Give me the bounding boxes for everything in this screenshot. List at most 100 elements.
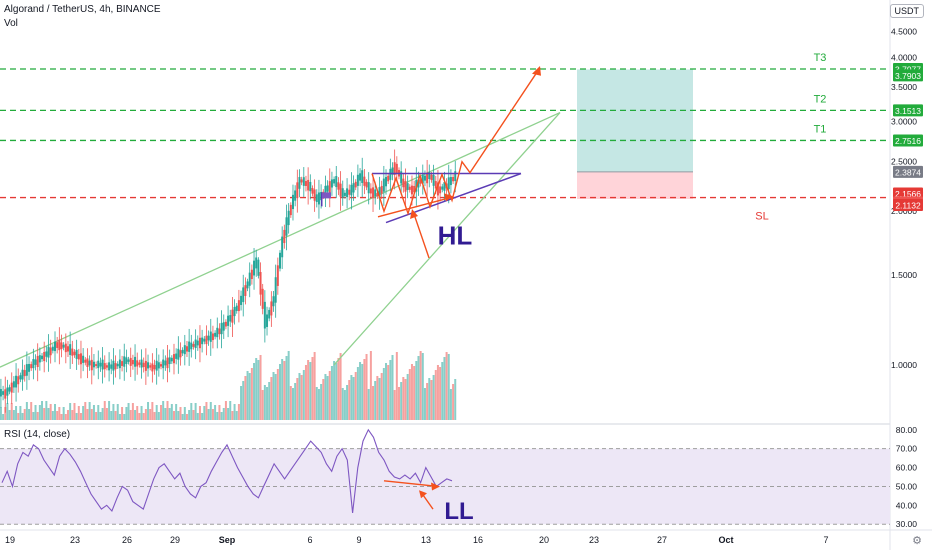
price-badge-text-1: 2.3874 [895,167,921,177]
candle-body [389,168,392,180]
candle-body [354,181,357,188]
price-badge-text-2: 2.1566 [895,189,921,199]
candle-body [378,187,381,199]
candle-body [79,353,82,365]
candle-body [140,359,143,368]
flag-icon[interactable] [321,192,323,207]
candle-body [263,301,266,329]
candle-body [147,362,150,369]
volume-bar [432,375,435,420]
projection-zigzag[interactable] [371,67,541,216]
volume-bar [449,389,452,420]
volume-bar [6,403,9,420]
volume-bar [172,411,175,420]
volume-bar [36,412,39,420]
candle-body [400,171,403,184]
date-tick-5: 6 [307,535,312,545]
volume-bar [30,402,33,420]
volume-bar [222,408,225,420]
volume-bar [452,384,455,420]
gear-icon[interactable]: ⚙ [912,535,922,547]
candle-body [454,171,457,182]
volume-bar [389,360,392,420]
volume-bar [428,378,431,420]
volume-bar [82,406,85,420]
volume-bar [289,386,292,420]
candle-body [393,162,396,176]
candle-body [51,346,54,351]
volume-bar [103,401,106,420]
candle-body [175,353,178,359]
risk-zone[interactable] [577,171,693,199]
volume-bar [359,362,362,420]
volume-bar [66,410,69,420]
rsi-lower-lows-line[interactable] [383,480,439,488]
volume-bar [281,359,284,420]
volume-bar [369,351,372,420]
candle-body [99,362,102,367]
volume-bar [335,363,338,420]
volume-bar [140,406,143,420]
volume-bar [54,404,57,420]
candle-body [60,342,63,350]
candle-body [434,181,437,189]
volume-bar [372,386,375,420]
candle-body [10,382,13,393]
currency-badge[interactable]: USDT [889,4,924,18]
triangle-bottom[interactable] [385,172,522,224]
candle-body [346,188,349,198]
volume-bar [419,351,422,420]
rsi-line[interactable] [1,428,453,513]
candle-body [214,332,217,337]
volume-bar [90,409,93,420]
rsi-lower-lows-arrowhead [431,482,440,491]
candle-body [183,345,186,355]
volume-bar [324,374,327,420]
candle-body [203,338,206,342]
volume-bar [71,410,74,420]
price-tick-4: 2.5000 [891,157,917,167]
level-badge-text-t2: 3.1513 [895,106,921,116]
price-tick-3: 3.0000 [891,116,917,126]
volume-bar [166,401,169,420]
candle-body [255,257,258,269]
volume-bar [320,384,323,420]
volume-bar [51,411,54,420]
candle-body [324,185,327,196]
rising-support-line[interactable] [333,112,561,366]
higher-lows-line[interactable] [377,196,453,218]
volume-bar [118,414,121,420]
volume-bar [287,351,290,420]
candle-body [160,364,163,367]
candle-body [12,381,15,388]
long-trendline[interactable] [0,111,561,368]
candle-body [257,259,260,276]
hl-pointer-line[interactable] [412,210,430,259]
volume-bar [426,383,429,420]
volume-bar [404,379,407,420]
candle-body [142,362,145,368]
candle-body [361,170,364,184]
volume-bar [97,405,100,420]
volume-bar [341,388,344,420]
candle-body [92,361,95,368]
volume-bar [144,409,147,420]
volume-bar [382,368,385,420]
candle-body [121,361,124,366]
level-label-t2: T2 [814,93,827,105]
volume-bar [2,414,5,420]
candle-body [326,185,329,192]
reward-zone[interactable] [577,69,693,172]
volume-bar [8,410,11,420]
volume-bar [77,406,80,420]
volume-bar [4,407,7,420]
candle-body [432,174,435,186]
volume-bar [79,413,82,420]
volume-bar [64,414,67,420]
candle-body [19,375,22,380]
candle-body [304,181,307,186]
candle-body [38,355,41,363]
candle-body [387,175,390,182]
